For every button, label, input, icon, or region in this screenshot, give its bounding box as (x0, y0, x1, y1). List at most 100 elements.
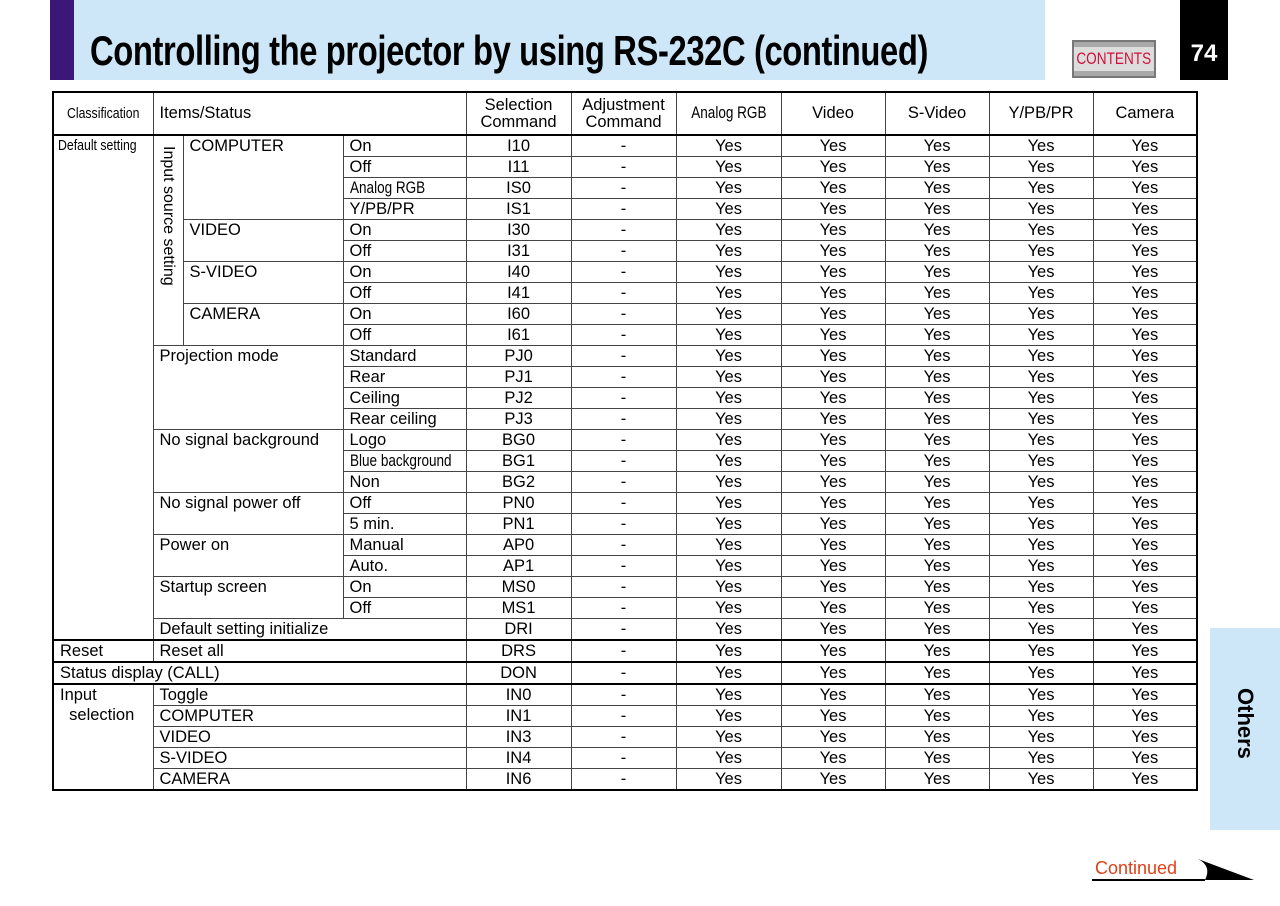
support-cell: Yes (1092, 282, 1198, 304)
support-cell: Yes (675, 366, 782, 388)
support-cell: Yes (988, 534, 1094, 556)
adjustment-command: - (570, 450, 677, 472)
adjustment-command: - (570, 683, 677, 706)
adjustment-command: - (570, 747, 677, 769)
others-side-tab[interactable]: Others (1210, 628, 1280, 830)
table-row: VIDEO IN3- Yes Yes Yes Yes Yes (53, 726, 1198, 748)
support-cell: Yes (780, 156, 886, 178)
header-analog-rgb: Analog RGB (675, 91, 782, 136)
status-cell: Non (342, 471, 467, 493)
classification-cell: Input selection (52, 683, 154, 791)
adjustment-command: - (570, 597, 677, 619)
support-cell: Yes (1092, 661, 1198, 685)
item-cell: Startup screen (152, 576, 344, 619)
item-cell: VIDEO (152, 726, 467, 748)
support-cell: Yes (1092, 408, 1198, 430)
adjustment-command: - (570, 345, 677, 367)
support-cell: Yes (988, 450, 1094, 472)
support-cell: Yes (1092, 768, 1198, 791)
support-cell: Yes (988, 303, 1094, 325)
support-cell: Yes (884, 387, 990, 409)
table-row: Ceiling PJ2- Yes Yes Yes Yes Yes (53, 387, 1198, 409)
adjustment-command: - (570, 471, 677, 493)
table-row: Power on Manual AP0- Yes Yes Yes Yes Yes (53, 534, 1198, 577)
selection-command: IN6 (465, 768, 572, 791)
support-cell: Yes (1092, 597, 1198, 619)
status-cell: 5 min. (342, 513, 467, 535)
support-cell: Yes (884, 261, 990, 283)
table-row: 5 min. PN1- Yes Yes Yes Yes Yes (53, 513, 1198, 535)
support-cell: Yes (884, 639, 990, 663)
support-cell: Yes (675, 240, 782, 262)
status-cell: Off (342, 492, 467, 514)
status-cell: Off (342, 240, 467, 262)
support-cell: Yes (988, 366, 1094, 388)
support-cell: Yes (675, 219, 782, 241)
support-cell: Yes (884, 555, 990, 577)
continued-link[interactable]: Continued (1090, 856, 1255, 884)
status-label: Blue background (349, 452, 452, 470)
support-cell: Yes (675, 429, 782, 451)
support-cell: Yes (780, 597, 886, 619)
support-cell: Yes (675, 768, 782, 791)
support-cell: Yes (675, 450, 782, 472)
support-cell: Yes (675, 618, 782, 641)
support-cell: Yes (988, 177, 1094, 199)
adjustment-command: - (570, 198, 677, 220)
adjustment-command: - (570, 240, 677, 262)
selection-command: IN0 (465, 683, 572, 706)
support-cell: Yes (780, 429, 886, 451)
support-cell: Yes (884, 345, 990, 367)
header-video: Video (780, 91, 886, 136)
table-row: Status display (CALL) DON - Yes Yes Yes Yes Yes (52, 661, 1198, 685)
support-cell: Yes (988, 387, 1094, 409)
support-cell: Yes (1092, 345, 1198, 367)
selection-command: BG1 (465, 450, 572, 472)
selection-command: I31 (465, 240, 572, 262)
support-cell: Yes (675, 387, 782, 409)
selection-command: MS1 (465, 597, 572, 619)
item-cell: Reset all (152, 639, 467, 663)
header-selection-command: Selection Command (465, 91, 572, 136)
adjustment-command: - (570, 261, 677, 283)
support-cell: Yes (1092, 387, 1198, 409)
selection-command: MS0 (465, 576, 572, 598)
support-cell: Yes (1092, 471, 1198, 493)
support-cell: Yes (675, 492, 782, 514)
item-cell: VIDEO (182, 219, 344, 262)
support-cell: Yes (780, 768, 886, 791)
contents-button[interactable]: CONTENTS (1072, 40, 1156, 78)
selection-command: DRI (465, 618, 572, 641)
selection-command: PN1 (465, 513, 572, 535)
support-cell: Yes (675, 177, 782, 199)
selection-command: PJ2 (465, 387, 572, 409)
group-cell-vertical: Input source setting (152, 134, 184, 346)
support-cell: Yes (1092, 492, 1198, 514)
support-cell: Yes (780, 324, 886, 346)
item-cell: Default setting initialize (152, 618, 467, 641)
support-cell: Yes (780, 639, 886, 663)
selection-command: PJ3 (465, 408, 572, 430)
status-cell: On (342, 261, 467, 283)
support-cell: Yes (1092, 683, 1198, 706)
support-cell: Yes (884, 366, 990, 388)
support-cell: Yes (1092, 219, 1198, 241)
support-cell: Yes (780, 303, 886, 325)
table-row: Projection mode Standard PJ0- Yes Yes Yes Yes Y… (53, 345, 1198, 430)
page-number: 74 (1180, 0, 1228, 80)
support-cell: Yes (780, 177, 886, 199)
support-cell: Yes (780, 534, 886, 556)
support-cell: Yes (988, 324, 1094, 346)
selection-command: PJ1 (465, 366, 572, 388)
support-cell: Yes (780, 705, 886, 727)
support-cell: Yes (780, 747, 886, 769)
adjustment-command: - (570, 429, 677, 451)
support-cell: Yes (675, 134, 782, 157)
support-cell: Yes (988, 597, 1094, 619)
table-row: Auto. AP1- Yes Yes Yes Yes Yes (53, 555, 1198, 577)
support-cell: Yes (1092, 555, 1198, 577)
support-cell: Yes (884, 282, 990, 304)
adjustment-command: - (570, 576, 677, 598)
table-row: Startup screen On MS0- Yes Yes Yes Yes Yes (53, 576, 1198, 619)
selection-command: I30 (465, 219, 572, 241)
